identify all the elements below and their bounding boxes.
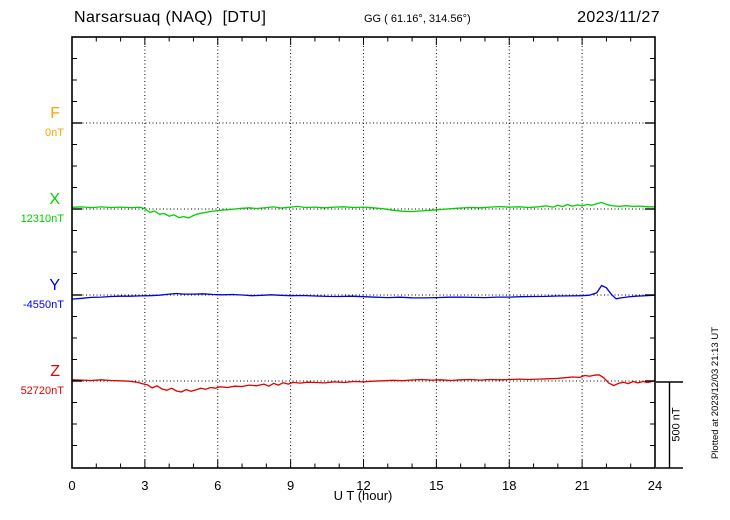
x-tick-label-3: 3 [141, 478, 149, 493]
x-tick-label-18: 18 [502, 478, 517, 493]
x-tick-label-0: 0 [68, 478, 76, 493]
x-tick-label-6: 6 [214, 478, 222, 493]
channel-letter-Z: Z [50, 363, 60, 380]
channel-letter-Y: Y [49, 277, 60, 294]
plot-date: 2023/11/27 [577, 9, 660, 26]
x-tick-label-21: 21 [574, 478, 590, 493]
trace-Y [71, 284, 656, 300]
geographic-coordinates: GG ( 61.16°, 314.56°) [364, 13, 471, 25]
channel-baseline-value-Y: -4550nT [23, 299, 64, 311]
scale-bar-label: 500 nT [670, 407, 683, 442]
channel-baseline-value-F: 0nT [45, 127, 64, 139]
x-tick-label-9: 9 [287, 478, 295, 493]
x-axis-label: U T (hour) [333, 488, 393, 503]
trace-X [71, 201, 655, 219]
channel-baseline-value-Z: 52720nT [20, 385, 64, 397]
channel-letter-F: F [50, 105, 60, 122]
station-title: Narsarsuaq (NAQ) [DTU] [74, 9, 267, 26]
channel-baseline-value-X: 12310nT [20, 213, 64, 225]
x-tick-label-15: 15 [429, 478, 444, 493]
plotted-at-note: Plotted at 2023/12/03 21:13 UT [710, 326, 721, 460]
x-tick-label-12: 12 [356, 478, 371, 493]
trace-Z [71, 374, 656, 393]
x-tick-label-24: 24 [647, 478, 663, 493]
channel-letter-X: X [49, 191, 60, 208]
